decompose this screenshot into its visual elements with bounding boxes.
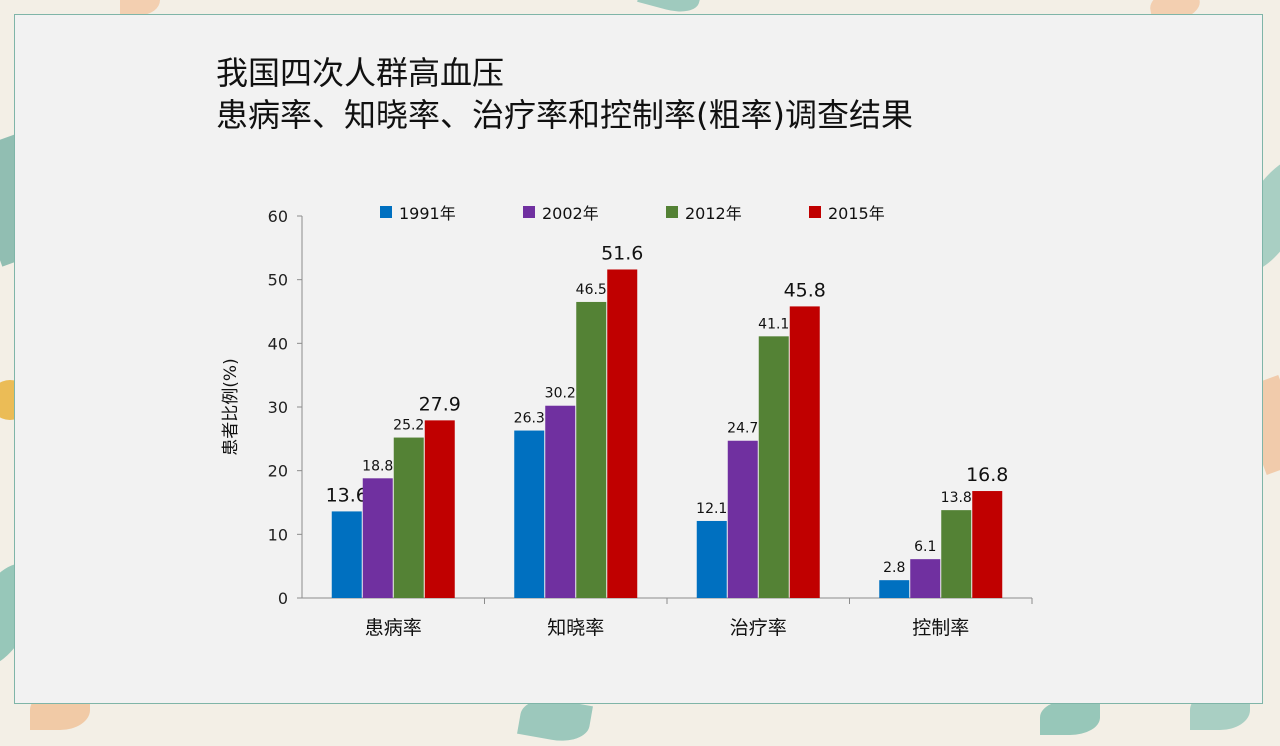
- bar-chart: 0 10 20 30 40 50 60 患者比例(%) 患病率 知晓率 治疗率 控制率 13.6 26.3…: [221, 204, 1033, 639]
- x-tick-label: 控制率: [912, 617, 969, 639]
- bar-2012: [758, 336, 789, 598]
- legend-label: 1991年: [399, 204, 456, 223]
- data-label: 30.2: [545, 386, 576, 402]
- y-tick-label: 60: [268, 207, 288, 226]
- bar-2012: [941, 510, 972, 598]
- data-label: 25.2: [393, 418, 424, 434]
- bar-1991: [514, 430, 545, 598]
- data-label: 18.8: [362, 458, 393, 474]
- bar-2015: [972, 491, 1003, 598]
- bar-2002: [362, 478, 393, 598]
- y-tick-label: 10: [268, 525, 288, 544]
- data-label: 13.8: [941, 490, 972, 506]
- y-tick-label: 40: [268, 334, 288, 353]
- bar-2002: [910, 559, 941, 598]
- y-tick-label: 20: [268, 462, 288, 481]
- bar-2015: [789, 306, 820, 598]
- legend-swatch: [809, 206, 821, 218]
- legend-label: 2012年: [685, 204, 742, 223]
- data-label: 24.7: [727, 421, 758, 437]
- bar-2015: [607, 269, 638, 598]
- legend-swatch: [666, 206, 678, 218]
- bar-1991: [696, 520, 727, 598]
- data-label: 46.5: [576, 282, 607, 298]
- data-label: 51.6: [601, 242, 643, 264]
- data-label: 16.8: [966, 464, 1008, 486]
- legend-swatch: [380, 206, 392, 218]
- bar-2012: [576, 301, 607, 598]
- data-label: 2.8: [883, 560, 905, 576]
- title-line-1: 我国四次人群高血压: [216, 54, 505, 92]
- legend-label: 2002年: [542, 204, 599, 223]
- legend-label: 2015年: [828, 204, 885, 223]
- bar-2002: [545, 405, 576, 598]
- bar-1991: [331, 511, 362, 598]
- bar-2002: [727, 440, 758, 598]
- page-title: 我国四次人群高血压 患病率、知晓率、治疗率和控制率(粗率)调查结果: [216, 52, 913, 136]
- x-tick-label: 知晓率: [547, 617, 604, 639]
- y-axis-label: 患者比例(%): [221, 358, 241, 455]
- data-label: 6.1: [914, 539, 936, 555]
- y-tick-label: 30: [268, 398, 288, 417]
- data-label: 45.8: [784, 279, 826, 301]
- title-line-2: 患病率、知晓率、治疗率和控制率(粗率)调查结果: [216, 96, 913, 134]
- bar-1991: [879, 580, 910, 598]
- leaf-decoration: [120, 0, 160, 15]
- data-label: 12.1: [696, 501, 727, 517]
- y-tick-label: 50: [268, 271, 288, 290]
- y-tick-label: 0: [278, 589, 288, 608]
- data-label: 13.6: [326, 484, 368, 506]
- data-label: 27.9: [419, 393, 461, 415]
- bar-2015: [424, 420, 455, 598]
- x-tick-label: 治疗率: [730, 617, 787, 639]
- slide-panel: [14, 14, 1263, 704]
- data-label: 26.3: [514, 411, 545, 427]
- legend-swatch: [523, 206, 535, 218]
- x-tick-label: 患病率: [365, 617, 422, 639]
- bar-2012: [393, 437, 424, 598]
- data-label: 41.1: [758, 316, 789, 332]
